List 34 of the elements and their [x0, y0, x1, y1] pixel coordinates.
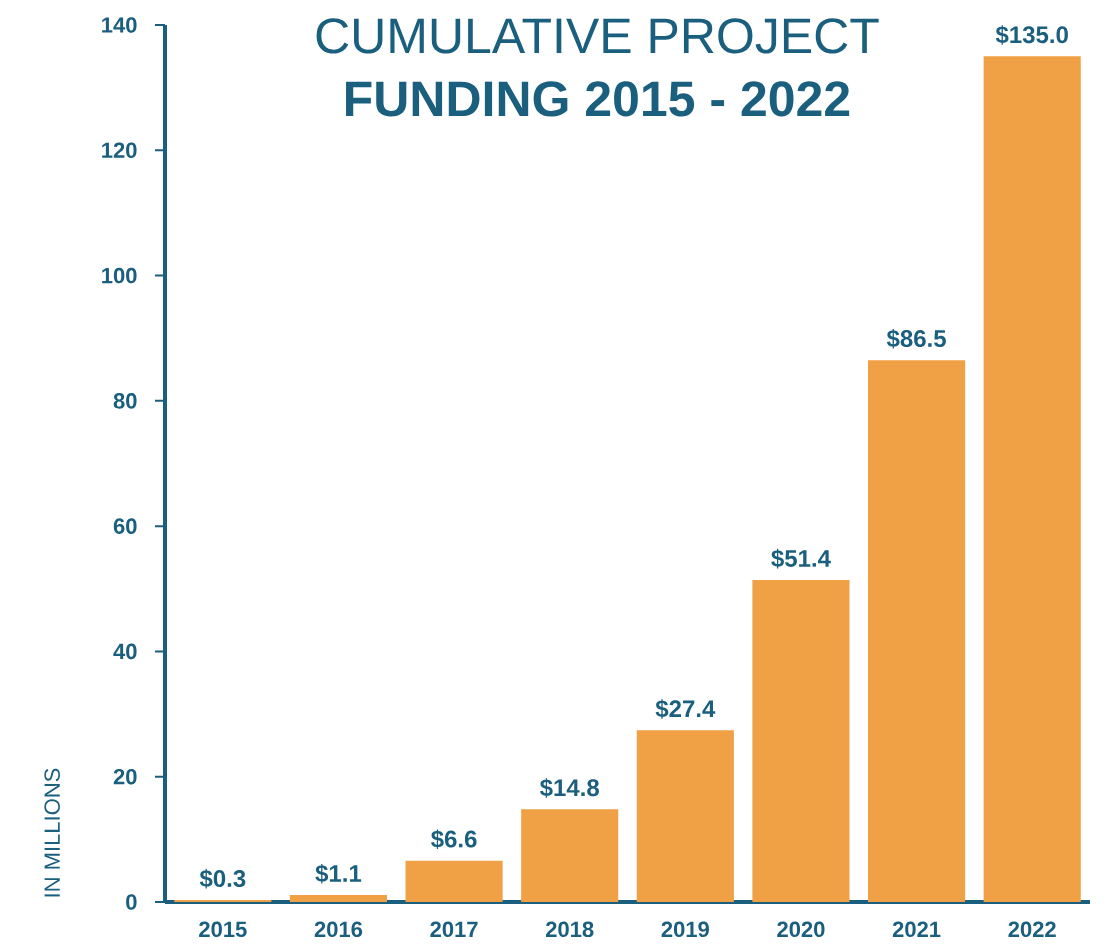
data-label: $86.5: [886, 328, 946, 349]
x-tick-label: 2020: [777, 921, 825, 938]
data-label: $6.6: [431, 829, 477, 850]
x-tick-label: 2022: [1008, 921, 1056, 938]
y-tick-label: 140: [102, 17, 137, 33]
y-tick-label: 80: [113, 393, 137, 409]
y-tick-label: 60: [113, 518, 137, 534]
data-label: $135.0: [995, 25, 1068, 45]
x-tick-label: 2018: [545, 921, 594, 938]
x-tick-label: 2019: [661, 921, 709, 938]
x-tick-label: 2017: [430, 921, 478, 938]
bar: [752, 580, 850, 902]
data-label: $51.4: [771, 548, 831, 569]
data-label: $1.1: [315, 863, 362, 884]
y-tick-label: 100: [102, 267, 137, 284]
data-label: $14.8: [539, 778, 599, 798]
bar: [289, 895, 388, 902]
y-tick-label: 120: [102, 142, 137, 159]
bar: [636, 730, 734, 902]
bar: [521, 809, 619, 902]
bar: [983, 56, 1081, 902]
text: FUNDING 2015 - 2022: [346, 81, 850, 117]
y-tick-label: 40: [113, 643, 137, 660]
y-tick-label: 20: [113, 768, 137, 785]
x-tick-label: 2021: [892, 921, 941, 938]
bar: [868, 360, 966, 902]
x-tick-label: 2015: [199, 921, 247, 938]
data-label: $0.3: [199, 868, 246, 889]
y-tick-label: 0: [126, 894, 137, 910]
y-axis-title: IN MILLIONS: [44, 768, 60, 897]
data-label: $27.4: [655, 699, 716, 719]
x-tick-label: 2016: [314, 921, 363, 938]
chart-title: CUMULATIVE PROJECT: [316, 18, 879, 54]
bar: [405, 860, 503, 902]
